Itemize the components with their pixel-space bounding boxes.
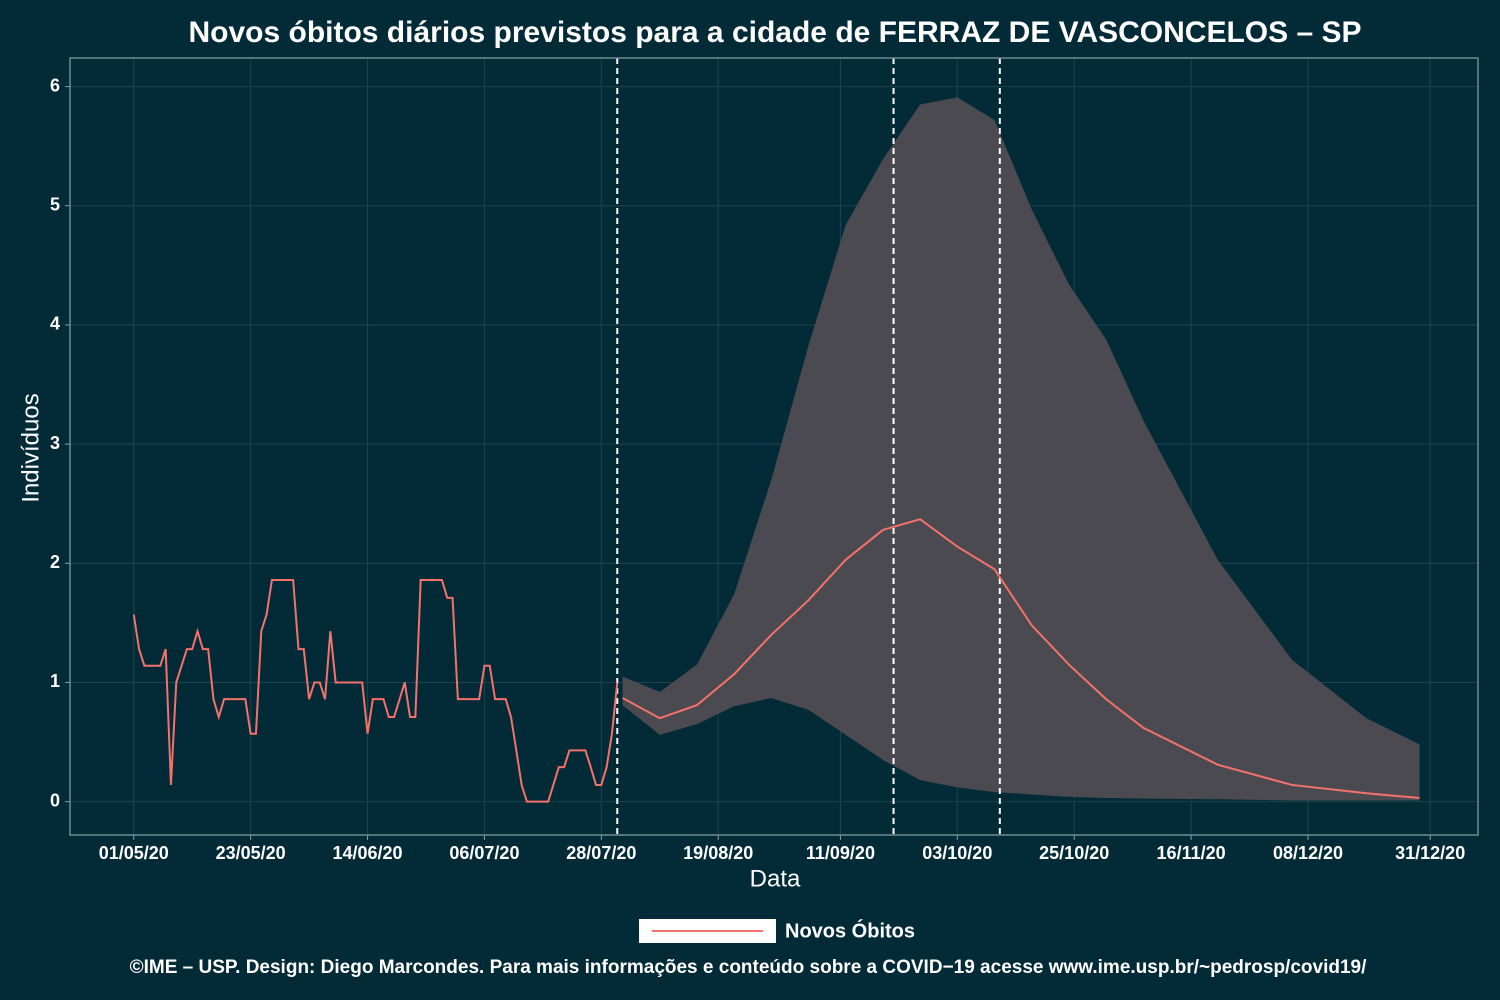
legend-label: Novos Óbitos: [785, 918, 915, 942]
x-tick-label: 31/12/20: [1395, 843, 1465, 863]
x-tick-label: 06/07/20: [449, 843, 519, 863]
y-tick-label: 6: [50, 75, 60, 95]
x-tick-label: 03/10/20: [922, 843, 992, 863]
x-tick-label: 08/12/20: [1273, 843, 1343, 863]
y-tick-label: 2: [50, 552, 60, 572]
plot-border: [69, 57, 1479, 836]
x-tick-label: 19/08/20: [683, 843, 753, 863]
x-tick-label: 01/05/20: [99, 843, 169, 863]
confidence-band: [622, 97, 1420, 801]
x-tick-label: 16/11/20: [1157, 843, 1226, 863]
y-tick-label: 0: [50, 790, 60, 810]
y-axis-label: Indivíduos: [17, 393, 44, 502]
chart-title: Novos óbitos diários previstos para a ci…: [188, 16, 1361, 49]
y-tick-label: 3: [50, 433, 60, 453]
line: [132, 518, 1420, 803]
x-tick-label: 25/10/20: [1039, 843, 1109, 863]
x-tick-label: 28/07/20: [566, 843, 636, 863]
x-axis-label: Data: [750, 865, 801, 892]
x-tick-label: 14/06/20: [333, 843, 403, 863]
y-tick-label: 5: [50, 195, 60, 215]
y-tick-label: 1: [50, 671, 60, 691]
x-tick-label: 11/09/20: [806, 843, 875, 863]
caption: ©IME – USP. Design: Diego Marcondes. Par…: [130, 957, 1367, 978]
x-tick-label: 23/05/20: [216, 843, 286, 863]
y-tick-label: 4: [50, 314, 60, 334]
